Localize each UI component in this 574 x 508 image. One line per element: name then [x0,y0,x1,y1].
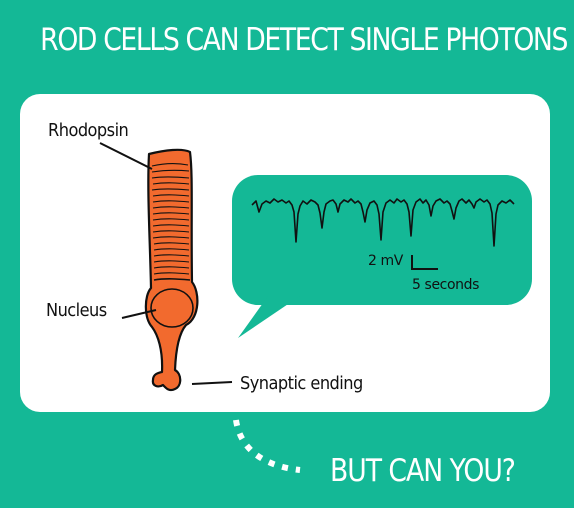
nucleus-label: Nucleus [46,300,107,321]
rhodopsin-label: Rhodopsin [48,120,129,141]
voltage-scale-label: 2 mV [368,253,403,269]
time-scale-label: 5 seconds [412,277,479,293]
synaptic-ending-label: Synaptic ending [240,373,363,394]
speech-bubble [232,175,532,305]
diagram-title: ROD CELLS CAN DETECT SINGLE PHOTONS [40,22,568,58]
footer-question: BUT CAN YOU? [330,453,516,489]
